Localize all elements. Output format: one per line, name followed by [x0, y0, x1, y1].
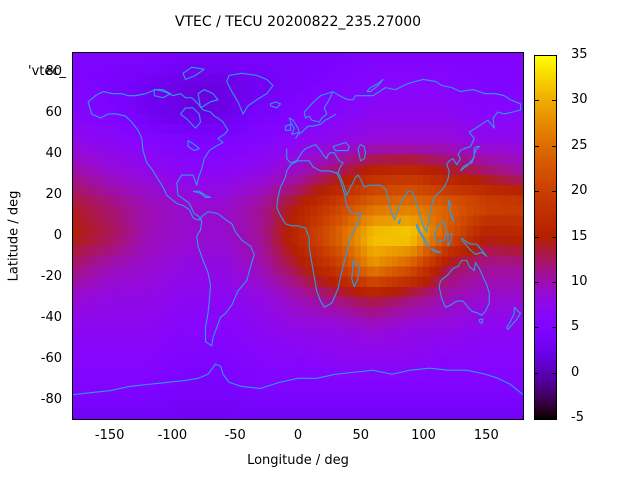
coastline: [478, 318, 484, 324]
coastline: [332, 141, 350, 152]
y-tick-label: -40: [40, 309, 62, 325]
colorbar: [534, 55, 557, 420]
coastline: [269, 101, 282, 109]
colorbar-tick-label: 5: [571, 319, 580, 335]
colorbar-tick: [534, 281, 539, 283]
coastline: [447, 199, 455, 223]
y-tick-label: 20: [45, 187, 62, 203]
coastline: [197, 89, 219, 109]
coastline: [438, 259, 490, 316]
y-tick-label: -60: [40, 350, 62, 366]
colorbar-tick: [534, 100, 539, 102]
colorbar-tick: [534, 191, 539, 193]
colorbar-tick-label: 35: [571, 47, 588, 62]
colorbar-tick: [552, 327, 557, 329]
colorbar-tick-labels: 35 30 25 20 15 10 5 0 -5: [571, 47, 631, 425]
coastline: [416, 223, 430, 247]
coastline: [196, 211, 255, 347]
coastline: [153, 89, 172, 99]
x-tick-label: 100: [411, 428, 436, 443]
colorbar-tick-label: 30: [571, 92, 588, 108]
colorbar-gradient-canvas: [535, 56, 556, 419]
coastline: [303, 91, 334, 123]
y-tick-label: -20: [40, 268, 62, 284]
colorbar-tick: [552, 281, 557, 283]
coastline: [357, 144, 367, 162]
y-axis-tick-labels: 80 60 40 20 0 -20 -40 -60 -80: [0, 52, 62, 420]
y-tick-label: 60: [45, 105, 62, 121]
y-tick-label: -80: [40, 391, 62, 407]
coastline: [295, 113, 336, 139]
y-tick-label: 80: [45, 64, 62, 80]
legend-key-label: 'vtec_: [28, 64, 67, 79]
x-tick-label: -50: [224, 428, 246, 443]
coastline: [226, 72, 274, 115]
colorbar-tick: [552, 236, 557, 238]
y-tick-label: 0: [53, 228, 62, 243]
coastline: [73, 363, 523, 396]
colorbar-tick-label: 10: [571, 273, 588, 289]
coastline: [286, 78, 522, 233]
colorbar-tick-label: 15: [571, 228, 588, 244]
colorbar-tick: [552, 100, 557, 102]
colorbar-tick: [534, 236, 539, 238]
coastline: [284, 123, 292, 131]
x-tick-label: -100: [157, 428, 188, 443]
coastline: [506, 306, 522, 331]
colorbar-tick: [552, 145, 557, 147]
x-axis-label: Longitude / deg: [247, 453, 349, 468]
colorbar-tick-label: 25: [571, 137, 588, 153]
plot-title: VTEC / TECU 20200822_235.27000: [174, 14, 422, 30]
coastline: [288, 117, 300, 135]
coastline: [447, 233, 453, 247]
coastline: [430, 247, 442, 253]
colorbar-tick: [552, 372, 557, 374]
colorbar-tick-marks: [534, 55, 557, 420]
heatmap-plot-area: [72, 52, 524, 420]
y-tick-label: 40: [45, 146, 62, 162]
coastline: [87, 89, 229, 221]
coastline: [351, 259, 360, 288]
coastline: [187, 139, 200, 152]
coastline: [192, 190, 212, 198]
coastline: [461, 237, 488, 257]
x-tick-label: 50: [352, 428, 370, 443]
x-axis-tick-labels: -150 -100 -50 0 50 100 150: [72, 428, 524, 444]
x-tick-label: 150: [473, 428, 499, 443]
colorbar-tick-label: 20: [571, 183, 588, 199]
x-tick-label: 0: [293, 428, 303, 443]
x-tick-label: -150: [94, 428, 125, 443]
coastline: [433, 221, 448, 243]
colorbar-tick-label: 0: [571, 364, 580, 380]
world-coastlines-overlay: [73, 66, 523, 396]
colorbar-tick: [534, 372, 539, 374]
coastline: [366, 78, 384, 93]
colorbar-tick-label: -5: [571, 410, 584, 425]
coastline: [397, 219, 402, 225]
coastline: [180, 107, 202, 129]
coastline: [182, 66, 205, 80]
colorbar-tick: [534, 145, 539, 147]
colorbar-tick: [552, 191, 557, 193]
coastline: [460, 145, 480, 172]
coastline: [276, 160, 363, 308]
colorbar-tick: [534, 327, 539, 329]
